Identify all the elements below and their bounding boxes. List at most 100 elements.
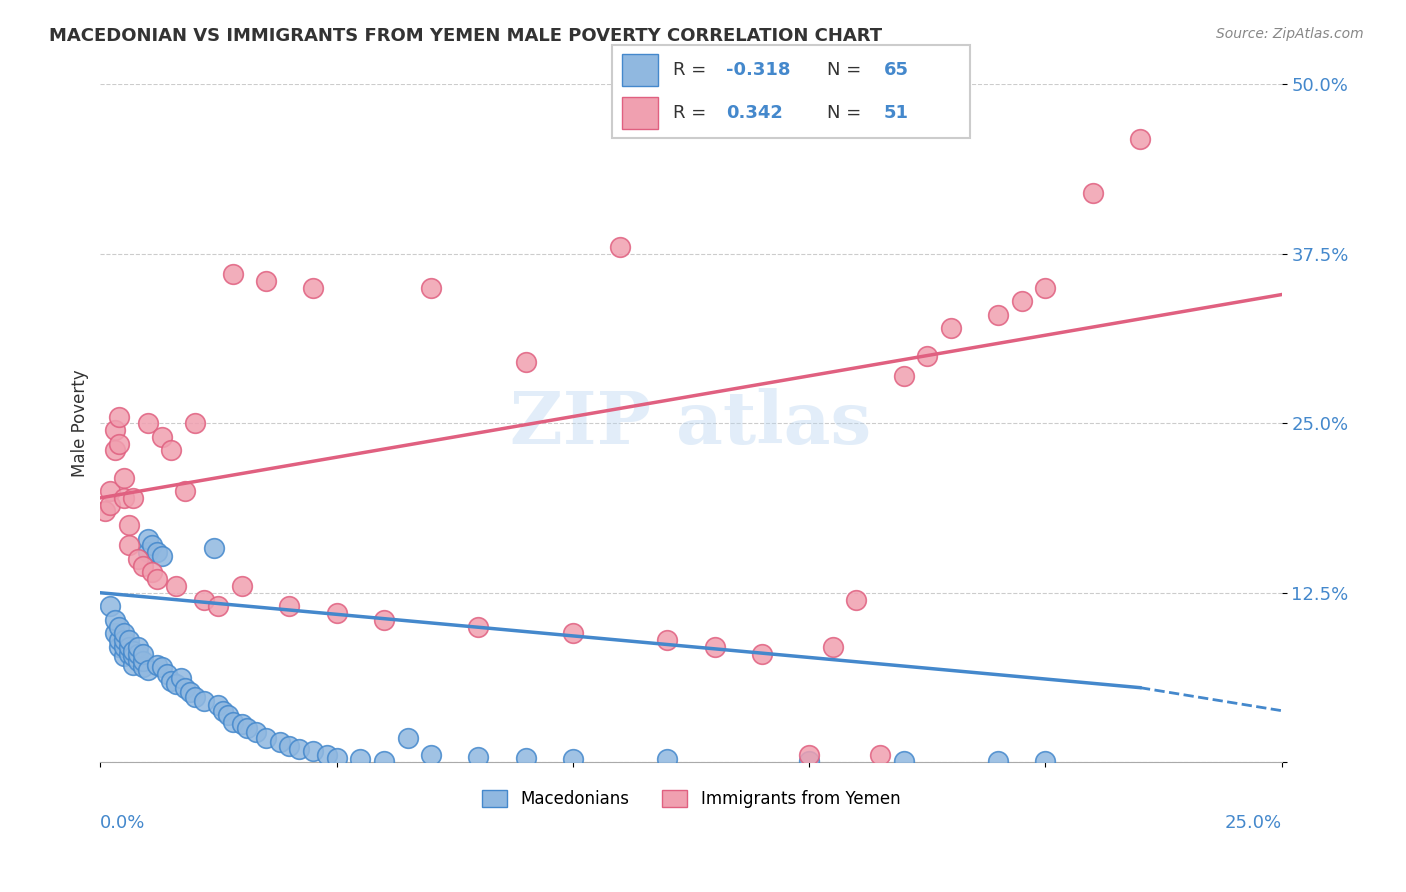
Point — [132, 558, 155, 573]
Point — [893, 368, 915, 383]
Point — [146, 545, 169, 559]
Text: 0.0%: 0.0% — [100, 814, 146, 831]
Text: 0.342: 0.342 — [727, 104, 783, 122]
Point — [127, 552, 149, 566]
Point — [122, 644, 145, 658]
Point — [703, 640, 725, 654]
FancyBboxPatch shape — [612, 45, 970, 138]
Text: 51: 51 — [884, 104, 910, 122]
Point — [420, 281, 443, 295]
Point — [170, 671, 193, 685]
Point — [269, 735, 291, 749]
Point — [98, 484, 121, 499]
Point — [150, 660, 173, 674]
Point — [302, 281, 325, 295]
Point — [141, 566, 163, 580]
Point — [316, 748, 339, 763]
Point — [221, 714, 243, 729]
Point — [118, 640, 141, 654]
Point — [657, 633, 679, 648]
Point — [132, 660, 155, 674]
Point — [108, 436, 131, 450]
Point — [155, 667, 177, 681]
Point — [122, 649, 145, 664]
Point — [160, 673, 183, 688]
Point — [108, 620, 131, 634]
Point — [202, 541, 225, 555]
Point — [467, 620, 489, 634]
Point — [373, 613, 395, 627]
Point — [165, 676, 187, 690]
Point — [278, 599, 301, 614]
Point — [136, 545, 159, 559]
Point — [1081, 186, 1104, 200]
Text: Source: ZipAtlas.com: Source: ZipAtlas.com — [1216, 27, 1364, 41]
Point — [869, 748, 891, 763]
Point — [118, 633, 141, 648]
Point — [254, 731, 277, 745]
Text: MACEDONIAN VS IMMIGRANTS FROM YEMEN MALE POVERTY CORRELATION CHART: MACEDONIAN VS IMMIGRANTS FROM YEMEN MALE… — [49, 27, 883, 45]
Point — [845, 592, 868, 607]
Point — [799, 748, 821, 763]
Point — [373, 754, 395, 768]
Point — [160, 443, 183, 458]
Text: ZIP atlas: ZIP atlas — [510, 388, 872, 458]
Point — [561, 752, 583, 766]
Point — [609, 240, 631, 254]
Point — [141, 538, 163, 552]
Point — [1035, 754, 1057, 768]
Point — [231, 579, 253, 593]
Point — [467, 749, 489, 764]
Point — [231, 717, 253, 731]
Point — [108, 633, 131, 648]
Point — [254, 274, 277, 288]
Point — [917, 349, 939, 363]
Point — [515, 355, 537, 369]
Point — [349, 752, 371, 766]
Point — [1129, 131, 1152, 145]
Point — [184, 417, 207, 431]
Point — [217, 707, 239, 722]
Text: N =: N = — [827, 61, 866, 78]
Point — [98, 599, 121, 614]
Point — [132, 654, 155, 668]
Point — [94, 504, 117, 518]
Text: -0.318: -0.318 — [727, 61, 790, 78]
Legend: Macedonians, Immigrants from Yemen: Macedonians, Immigrants from Yemen — [475, 783, 907, 815]
Point — [112, 470, 135, 484]
Text: 25.0%: 25.0% — [1225, 814, 1282, 831]
Point — [132, 647, 155, 661]
Point — [893, 754, 915, 768]
Point — [103, 423, 125, 437]
Point — [657, 752, 679, 766]
Point — [118, 647, 141, 661]
Point — [112, 633, 135, 648]
Point — [108, 409, 131, 424]
Point — [127, 640, 149, 654]
Point — [939, 321, 962, 335]
Point — [150, 430, 173, 444]
Point — [112, 640, 135, 654]
Point — [146, 657, 169, 672]
Point — [127, 647, 149, 661]
Bar — [623, 97, 658, 129]
Point — [221, 267, 243, 281]
Point — [212, 704, 235, 718]
Y-axis label: Male Poverty: Male Poverty — [72, 369, 89, 477]
Point — [174, 681, 197, 695]
Point — [122, 491, 145, 505]
Point — [821, 640, 844, 654]
Point — [179, 684, 201, 698]
Text: N =: N = — [827, 104, 866, 122]
Point — [987, 308, 1010, 322]
Point — [103, 443, 125, 458]
Text: 65: 65 — [884, 61, 910, 78]
Point — [112, 649, 135, 664]
Point — [193, 592, 215, 607]
Point — [150, 549, 173, 563]
Point — [207, 599, 229, 614]
Point — [112, 626, 135, 640]
Point — [245, 725, 267, 739]
Point — [278, 739, 301, 753]
Point — [98, 498, 121, 512]
